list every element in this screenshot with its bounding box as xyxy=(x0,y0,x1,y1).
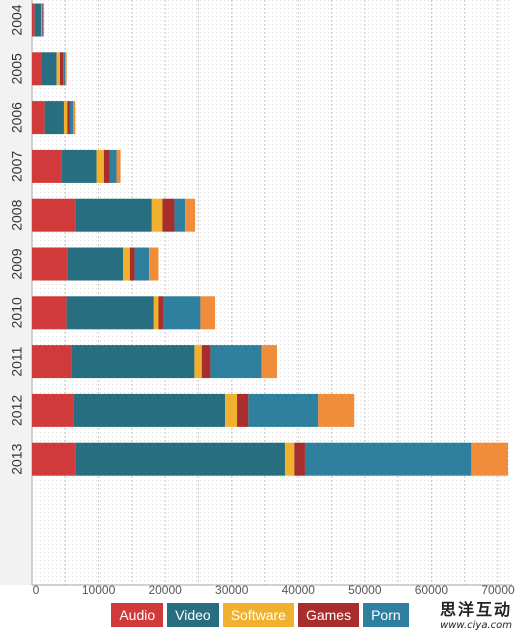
watermark-url: www.ciya.com xyxy=(440,620,512,631)
x-tick-label: 50000 xyxy=(348,583,382,597)
plot-area xyxy=(32,0,512,585)
bar-2008-video xyxy=(75,198,152,232)
bar-2011-games xyxy=(201,345,211,379)
bar-2009-games xyxy=(129,247,135,281)
bar-2006-series6 xyxy=(73,101,76,135)
bar-2009-porn xyxy=(134,247,150,281)
bar-2005-games xyxy=(59,52,64,86)
x-tick-label: 20000 xyxy=(148,583,182,597)
watermark: 思洋互动 www.ciya.com xyxy=(440,596,512,631)
bar-2013-games xyxy=(294,442,305,476)
bar-2005-software xyxy=(56,52,60,86)
bar-2004-games xyxy=(41,3,43,37)
bar-2011-video xyxy=(71,345,195,379)
bar-2005-audio xyxy=(32,52,42,86)
bar-2009-software xyxy=(123,247,130,281)
bar-2004-porn xyxy=(42,3,44,37)
legend-item-games: Games xyxy=(297,603,360,627)
bar-2006-video xyxy=(44,101,64,135)
bar-2010-series6 xyxy=(200,296,216,330)
legend-item-audio: Audio xyxy=(111,603,164,627)
x-tick-label: 60000 xyxy=(415,583,449,597)
bar-2007-video xyxy=(61,149,97,183)
bar-2013-porn xyxy=(304,442,472,476)
legend-item-video: Video xyxy=(167,603,219,627)
category-label-2012: 2012 xyxy=(9,395,25,426)
bar-2011-audio xyxy=(32,345,72,379)
bar-2011-software xyxy=(194,345,202,379)
bar-2006-audio xyxy=(32,101,45,135)
category-label-2013: 2013 xyxy=(9,443,25,474)
bar-2006-games xyxy=(67,101,70,135)
bar-2012-software xyxy=(225,393,238,427)
bar-2008-software xyxy=(151,198,163,232)
bar-2010-software xyxy=(153,296,159,330)
stacked-bar-chart: 2004 2005 2006 2007 2008 2009 2010 2011 2012 2013… xyxy=(0,0,515,597)
bar-2007-software xyxy=(96,149,104,183)
bar-2010-porn xyxy=(163,296,201,330)
bar-2012-audio xyxy=(32,393,74,427)
category-label-2005: 2005 xyxy=(9,53,25,84)
bar-2012-games xyxy=(237,393,249,427)
bar-2005-video xyxy=(41,52,57,86)
x-tick-label: 0 xyxy=(33,583,40,597)
x-tick-label: 40000 xyxy=(282,583,316,597)
bar-2005-porn xyxy=(63,52,66,86)
bar-2007-audio xyxy=(32,149,62,183)
legend-item-software: Software xyxy=(222,603,294,627)
category-label-2009: 2009 xyxy=(9,248,25,279)
bar-2013-audio xyxy=(32,442,76,476)
bar-2007-porn xyxy=(109,149,117,183)
bar-2012-video xyxy=(73,393,226,427)
bar-2011-series6 xyxy=(261,345,277,379)
bar-2009-series6 xyxy=(149,247,159,281)
bar-2012-series6 xyxy=(318,393,355,427)
category-label-2004: 2004 xyxy=(9,4,25,35)
bar-2011-porn xyxy=(210,345,262,379)
bar-2004-series6 xyxy=(43,3,44,37)
bar-2013-series6 xyxy=(471,442,508,476)
category-label-2010: 2010 xyxy=(9,297,25,328)
bar-2006-software xyxy=(63,101,68,135)
legend-item-porn: Porn xyxy=(363,603,409,627)
bar-2004-software xyxy=(41,3,42,37)
bar-2008-games xyxy=(162,198,175,232)
bar-2010-video xyxy=(66,296,154,330)
bar-2004-audio xyxy=(32,3,35,37)
bar-2008-audio xyxy=(32,198,76,232)
bar-2012-porn xyxy=(248,393,319,427)
bar-2013-software xyxy=(284,442,295,476)
category-label-2007: 2007 xyxy=(9,151,25,182)
category-label-2006: 2006 xyxy=(9,102,25,133)
bar-2007-games xyxy=(103,149,110,183)
bar-2010-games xyxy=(158,296,164,330)
category-axis-band xyxy=(0,0,32,585)
bar-2007-series6 xyxy=(116,149,121,183)
x-tick-label: 70000 xyxy=(481,583,515,597)
bar-2008-series6 xyxy=(185,198,196,232)
watermark-title: 思洋互动 xyxy=(439,600,512,619)
bar-2008-porn xyxy=(174,198,186,232)
bar-2009-video xyxy=(67,247,124,281)
category-label-2008: 2008 xyxy=(9,199,25,230)
bar-2005-series6 xyxy=(65,52,67,86)
x-tick-label: 10000 xyxy=(82,583,116,597)
bar-2006-porn xyxy=(69,101,74,135)
bar-2013-video xyxy=(75,442,285,476)
bar-2010-audio xyxy=(32,296,67,330)
category-label-2011: 2011 xyxy=(9,346,25,376)
x-tick-label: 30000 xyxy=(215,583,249,597)
bar-2009-audio xyxy=(32,247,68,281)
legend: Audio Video Software Games Porn xyxy=(0,603,520,627)
bar-2004-video xyxy=(34,3,42,37)
